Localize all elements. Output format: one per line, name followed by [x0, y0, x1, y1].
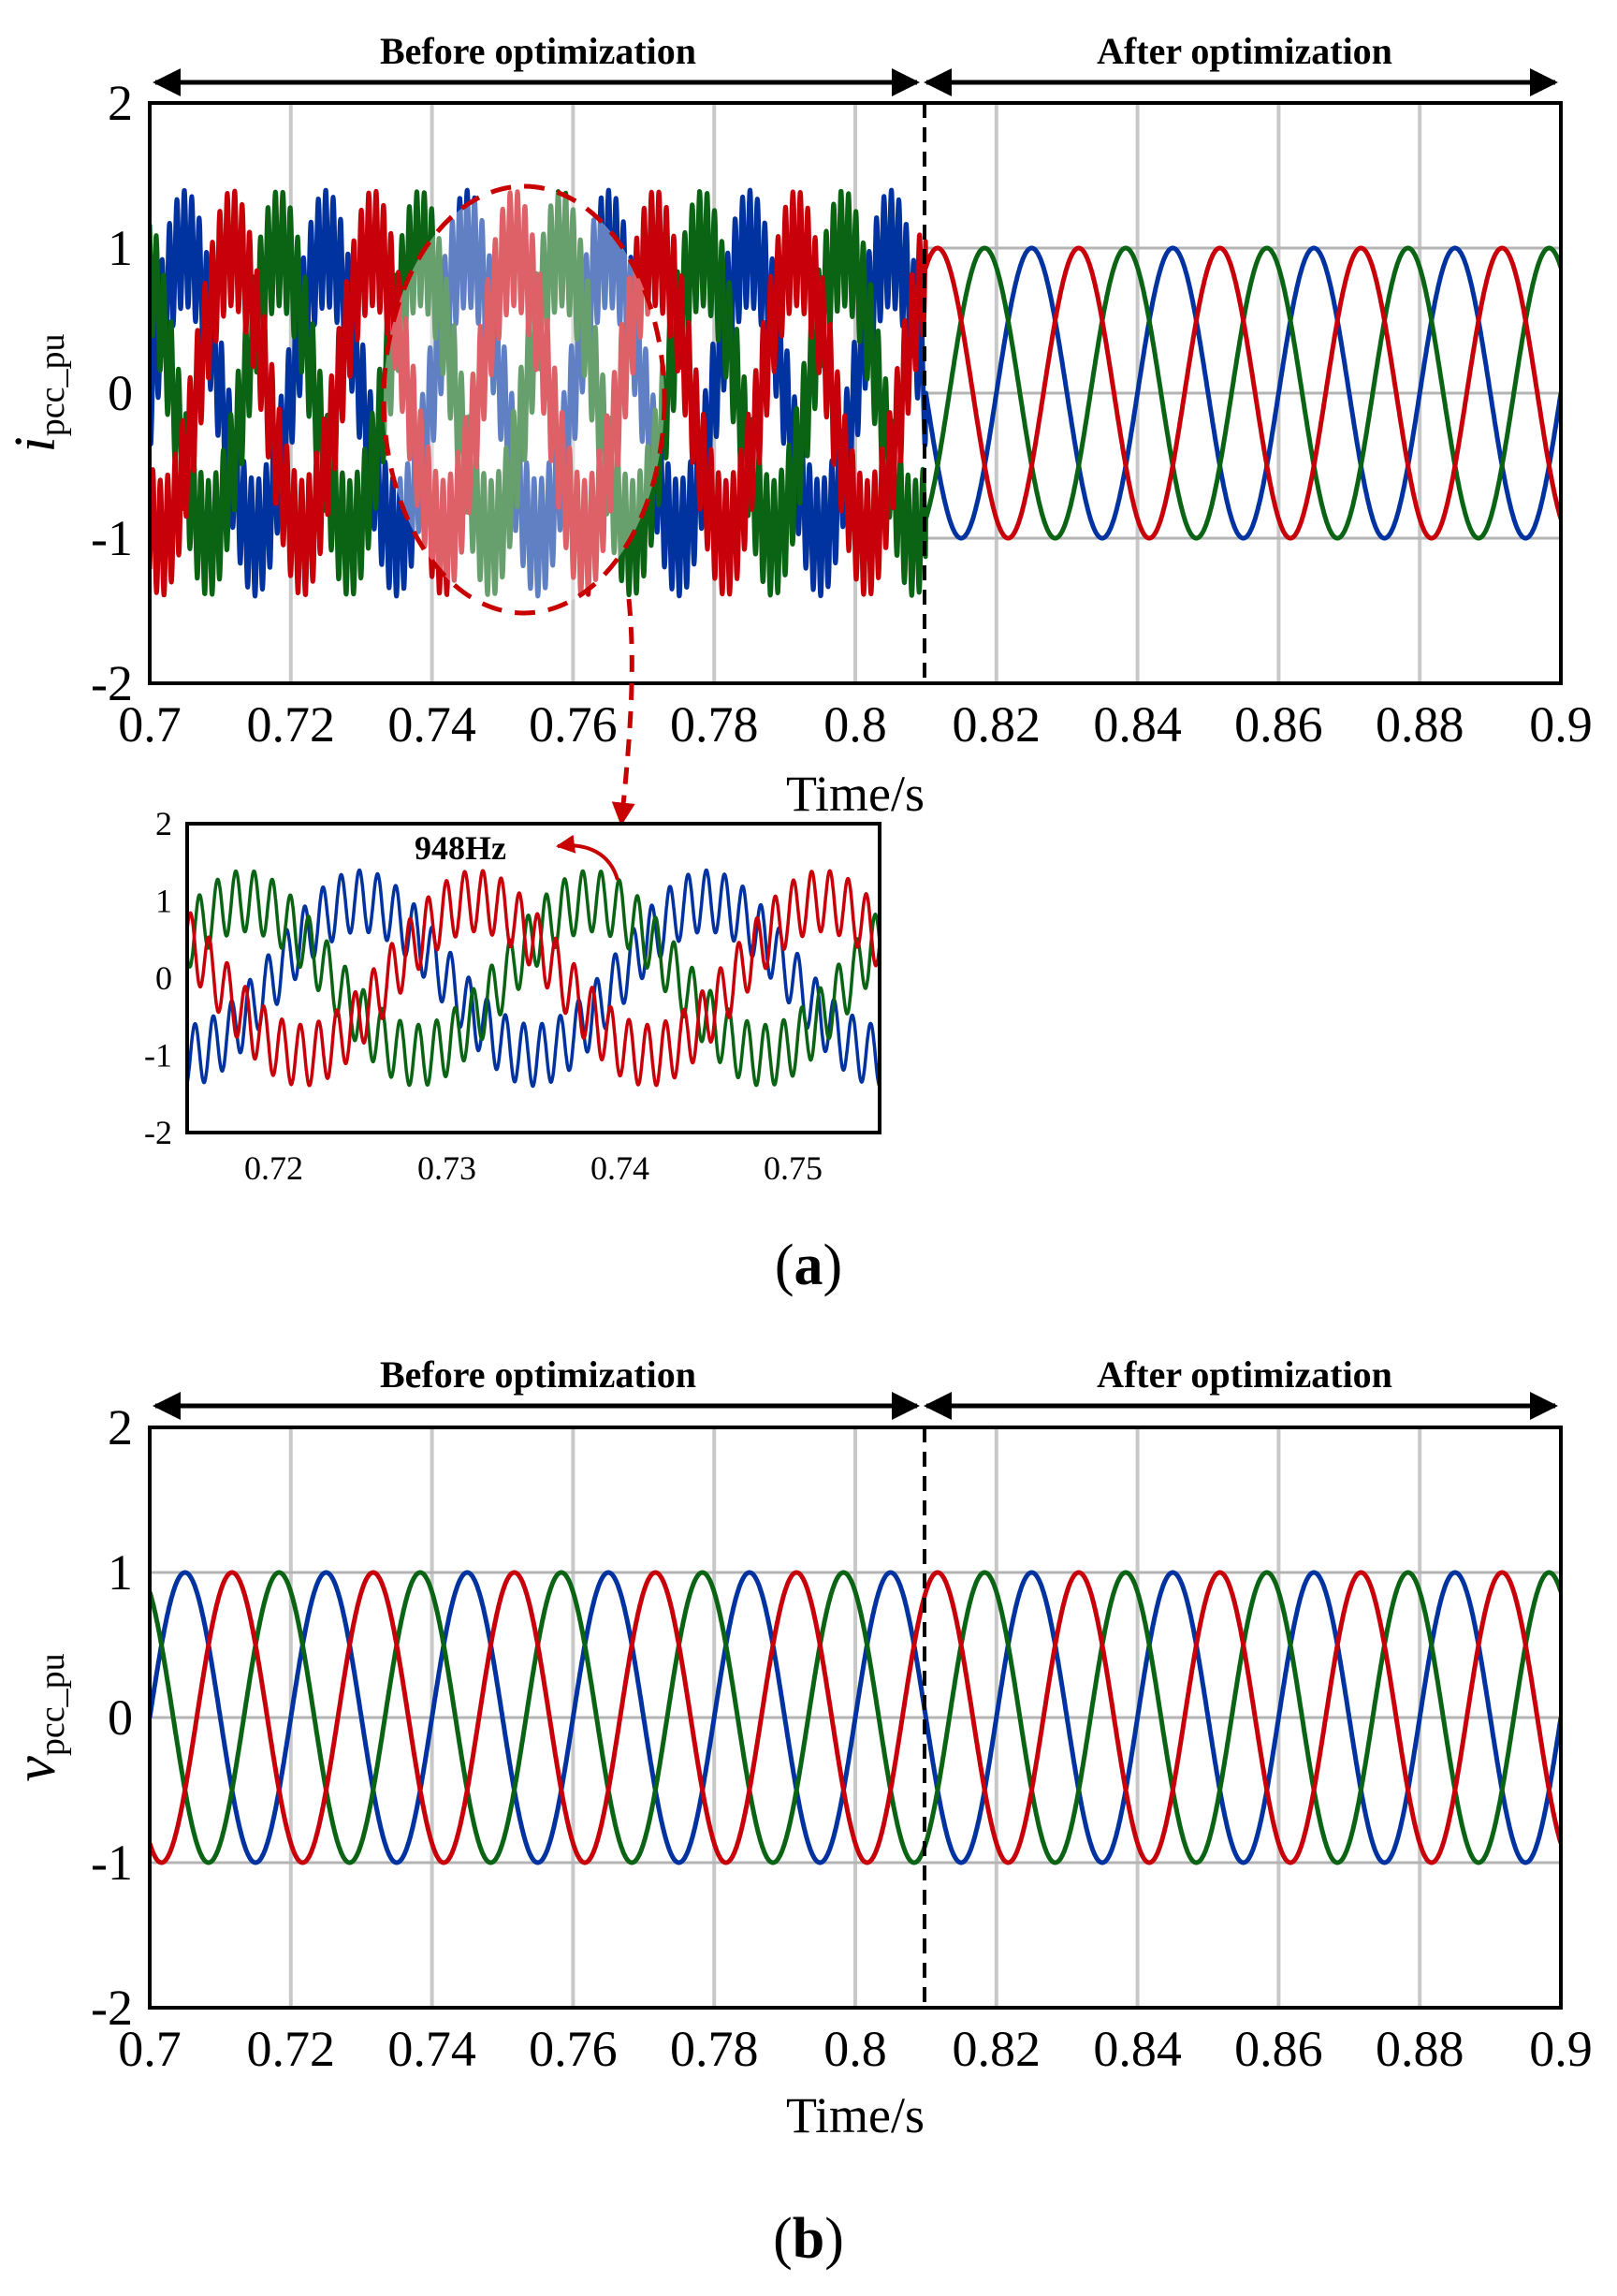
phase-annotation-b: Before optimization After optimization: [153, 1353, 1558, 1420]
a-x-tick-5: 0.8: [823, 696, 887, 753]
x-tick-labels-b: 0.7 0.72 0.74 0.76 0.78 0.8 0.82 0.84 0.86 0.88 0.…: [118, 2021, 1593, 2077]
y-tick-labels-inset: 2 1 0 -1 -2: [144, 805, 172, 1151]
phase-annotation-a: Before optimization After optimization: [153, 30, 1558, 96]
inset-y-tick-2: 0: [155, 959, 172, 997]
y-tick-labels-a: 2 1 0 -1 -2: [91, 75, 133, 711]
zoom-connector: [611, 598, 635, 826]
inset-y-tick-3: -1: [144, 1037, 172, 1075]
a-x-tick-7: 0.84: [1093, 696, 1182, 753]
a-y-tick-1: 1: [108, 220, 133, 276]
after-label: After optimization: [1097, 30, 1392, 72]
inset-y-tick-4: -2: [144, 1114, 172, 1151]
y-axis-title-b-sub: pcc_pu: [33, 1653, 72, 1756]
b-x-tick-1: 0.72: [247, 2021, 336, 2077]
panel-b: Before optimization After optimization 0…: [4, 1353, 1593, 2271]
y-tick-labels-b: 2 1 0 -1 -2: [91, 1399, 133, 2036]
b-series-phase_b: [150, 1570, 1561, 1865]
a-x-tick-2: 0.74: [387, 696, 476, 753]
a-x-tick-10: 0.9: [1529, 696, 1593, 753]
svg-text:vpcc_pu: vpcc_pu: [4, 1653, 72, 1781]
b-x-tick-3: 0.76: [529, 2021, 618, 2077]
b-x-tick-2: 0.74: [387, 2021, 476, 2077]
panel-label-a: (a): [775, 1234, 842, 1297]
waveforms-inset: [187, 868, 880, 1089]
b-y-tick-1: 1: [108, 1544, 133, 1601]
inset-series-phase_a: [187, 868, 880, 1089]
b-y-tick-2: 0: [108, 1689, 133, 1746]
inset-y-tick-0: 2: [155, 805, 172, 842]
inset-x-tick-0: 0.72: [244, 1149, 303, 1187]
a-series-phase_a: [150, 187, 1561, 599]
b-x-tick-5: 0.8: [823, 2021, 887, 2077]
y-axis-title-a: ipcc_pu: [4, 334, 72, 453]
a-y-tick-0: 2: [108, 75, 133, 131]
b-x-tick-9: 0.88: [1376, 2021, 1464, 2077]
x-tick-labels-inset: 0.72 0.73 0.74 0.75: [244, 1149, 823, 1187]
inset-x-tick-1: 0.73: [417, 1149, 476, 1187]
b-series-phase_c: [150, 1570, 1561, 1865]
b-x-tick-10: 0.9: [1529, 2021, 1593, 2077]
highlight-border: [381, 183, 667, 616]
plot-area-b: 0.7 0.72 0.74 0.76 0.78 0.8 0.82 0.84 0.86 0.88 0.…: [4, 1399, 1593, 2143]
x-axis-title-b: Time/s: [786, 2087, 925, 2143]
a-y-tick-2: 0: [108, 365, 133, 421]
inset-x-tick-2: 0.74: [590, 1149, 649, 1187]
b-x-tick-4: 0.78: [670, 2021, 759, 2077]
inset-x-tick-3: 0.75: [764, 1149, 823, 1187]
a-x-tick-8: 0.86: [1234, 696, 1323, 753]
panel-label-b: (b): [773, 2207, 844, 2271]
a-x-tick-3: 0.76: [529, 696, 618, 753]
b-x-tick-7: 0.84: [1093, 2021, 1182, 2077]
inset-a: 0.72 0.73 0.74 0.75 2 1 0 -1 -2 948Hz: [144, 805, 881, 1187]
a-y-tick-3: -1: [91, 510, 133, 566]
a-y-tick-4: -2: [91, 655, 133, 711]
y-axis-title-a-sub: pcc_pu: [33, 334, 72, 437]
b-y-tick-4: -2: [91, 1980, 133, 2036]
plot-area-a: 0.7 0.72 0.74 0.76 0.78 0.8 0.82 0.84 0.86 0.88 0.…: [4, 75, 1593, 822]
panel-a: Before optimization After optimization 0…: [4, 30, 1593, 1297]
b-series-phase_a: [150, 1570, 1561, 1865]
b-y-tick-3: -1: [91, 1835, 133, 1891]
highlight-ellipse: [381, 183, 667, 616]
inset-annotation-arrow: [556, 834, 619, 881]
a-series-phase_b: [150, 188, 1561, 598]
y-axis-title-a-main: i: [4, 436, 67, 452]
x-axis-title-a: Time/s: [786, 766, 925, 822]
after-label-b: After optimization: [1097, 1353, 1392, 1396]
a-x-tick-6: 0.82: [953, 696, 1042, 753]
y-axis-title-b: vpcc_pu: [4, 1653, 72, 1781]
b-x-tick-0: 0.7: [118, 2021, 182, 2077]
axis-frame-b: [148, 1426, 1563, 2010]
inset-y-tick-1: 1: [155, 883, 172, 920]
waveforms-b: [150, 1570, 1561, 1865]
axis-frame-inset: [185, 822, 881, 1134]
b-x-tick-8: 0.86: [1234, 2021, 1323, 2077]
x-tick-labels-a: 0.7 0.72 0.74 0.76 0.78 0.8 0.82 0.84 0.86 0.88 0.…: [118, 696, 1593, 753]
a-x-tick-9: 0.88: [1376, 696, 1464, 753]
b-x-tick-6: 0.82: [953, 2021, 1042, 2077]
waveforms-a: [150, 187, 1561, 599]
before-label-b: Before optimization: [380, 1353, 696, 1396]
svg-text:ipcc_pu: ipcc_pu: [4, 334, 72, 453]
axis-frame-a: [148, 101, 1563, 685]
b-y-tick-0: 2: [108, 1399, 133, 1455]
a-x-tick-0: 0.7: [118, 696, 182, 753]
a-x-tick-1: 0.72: [247, 696, 336, 753]
inset-series-phase_b: [187, 869, 880, 1088]
inset-annotation: 948Hz: [415, 829, 506, 867]
highlight-fill: [384, 186, 664, 613]
a-x-tick-4: 0.78: [670, 696, 759, 753]
before-label: Before optimization: [380, 30, 696, 72]
y-axis-title-b-main: v: [4, 1756, 67, 1782]
